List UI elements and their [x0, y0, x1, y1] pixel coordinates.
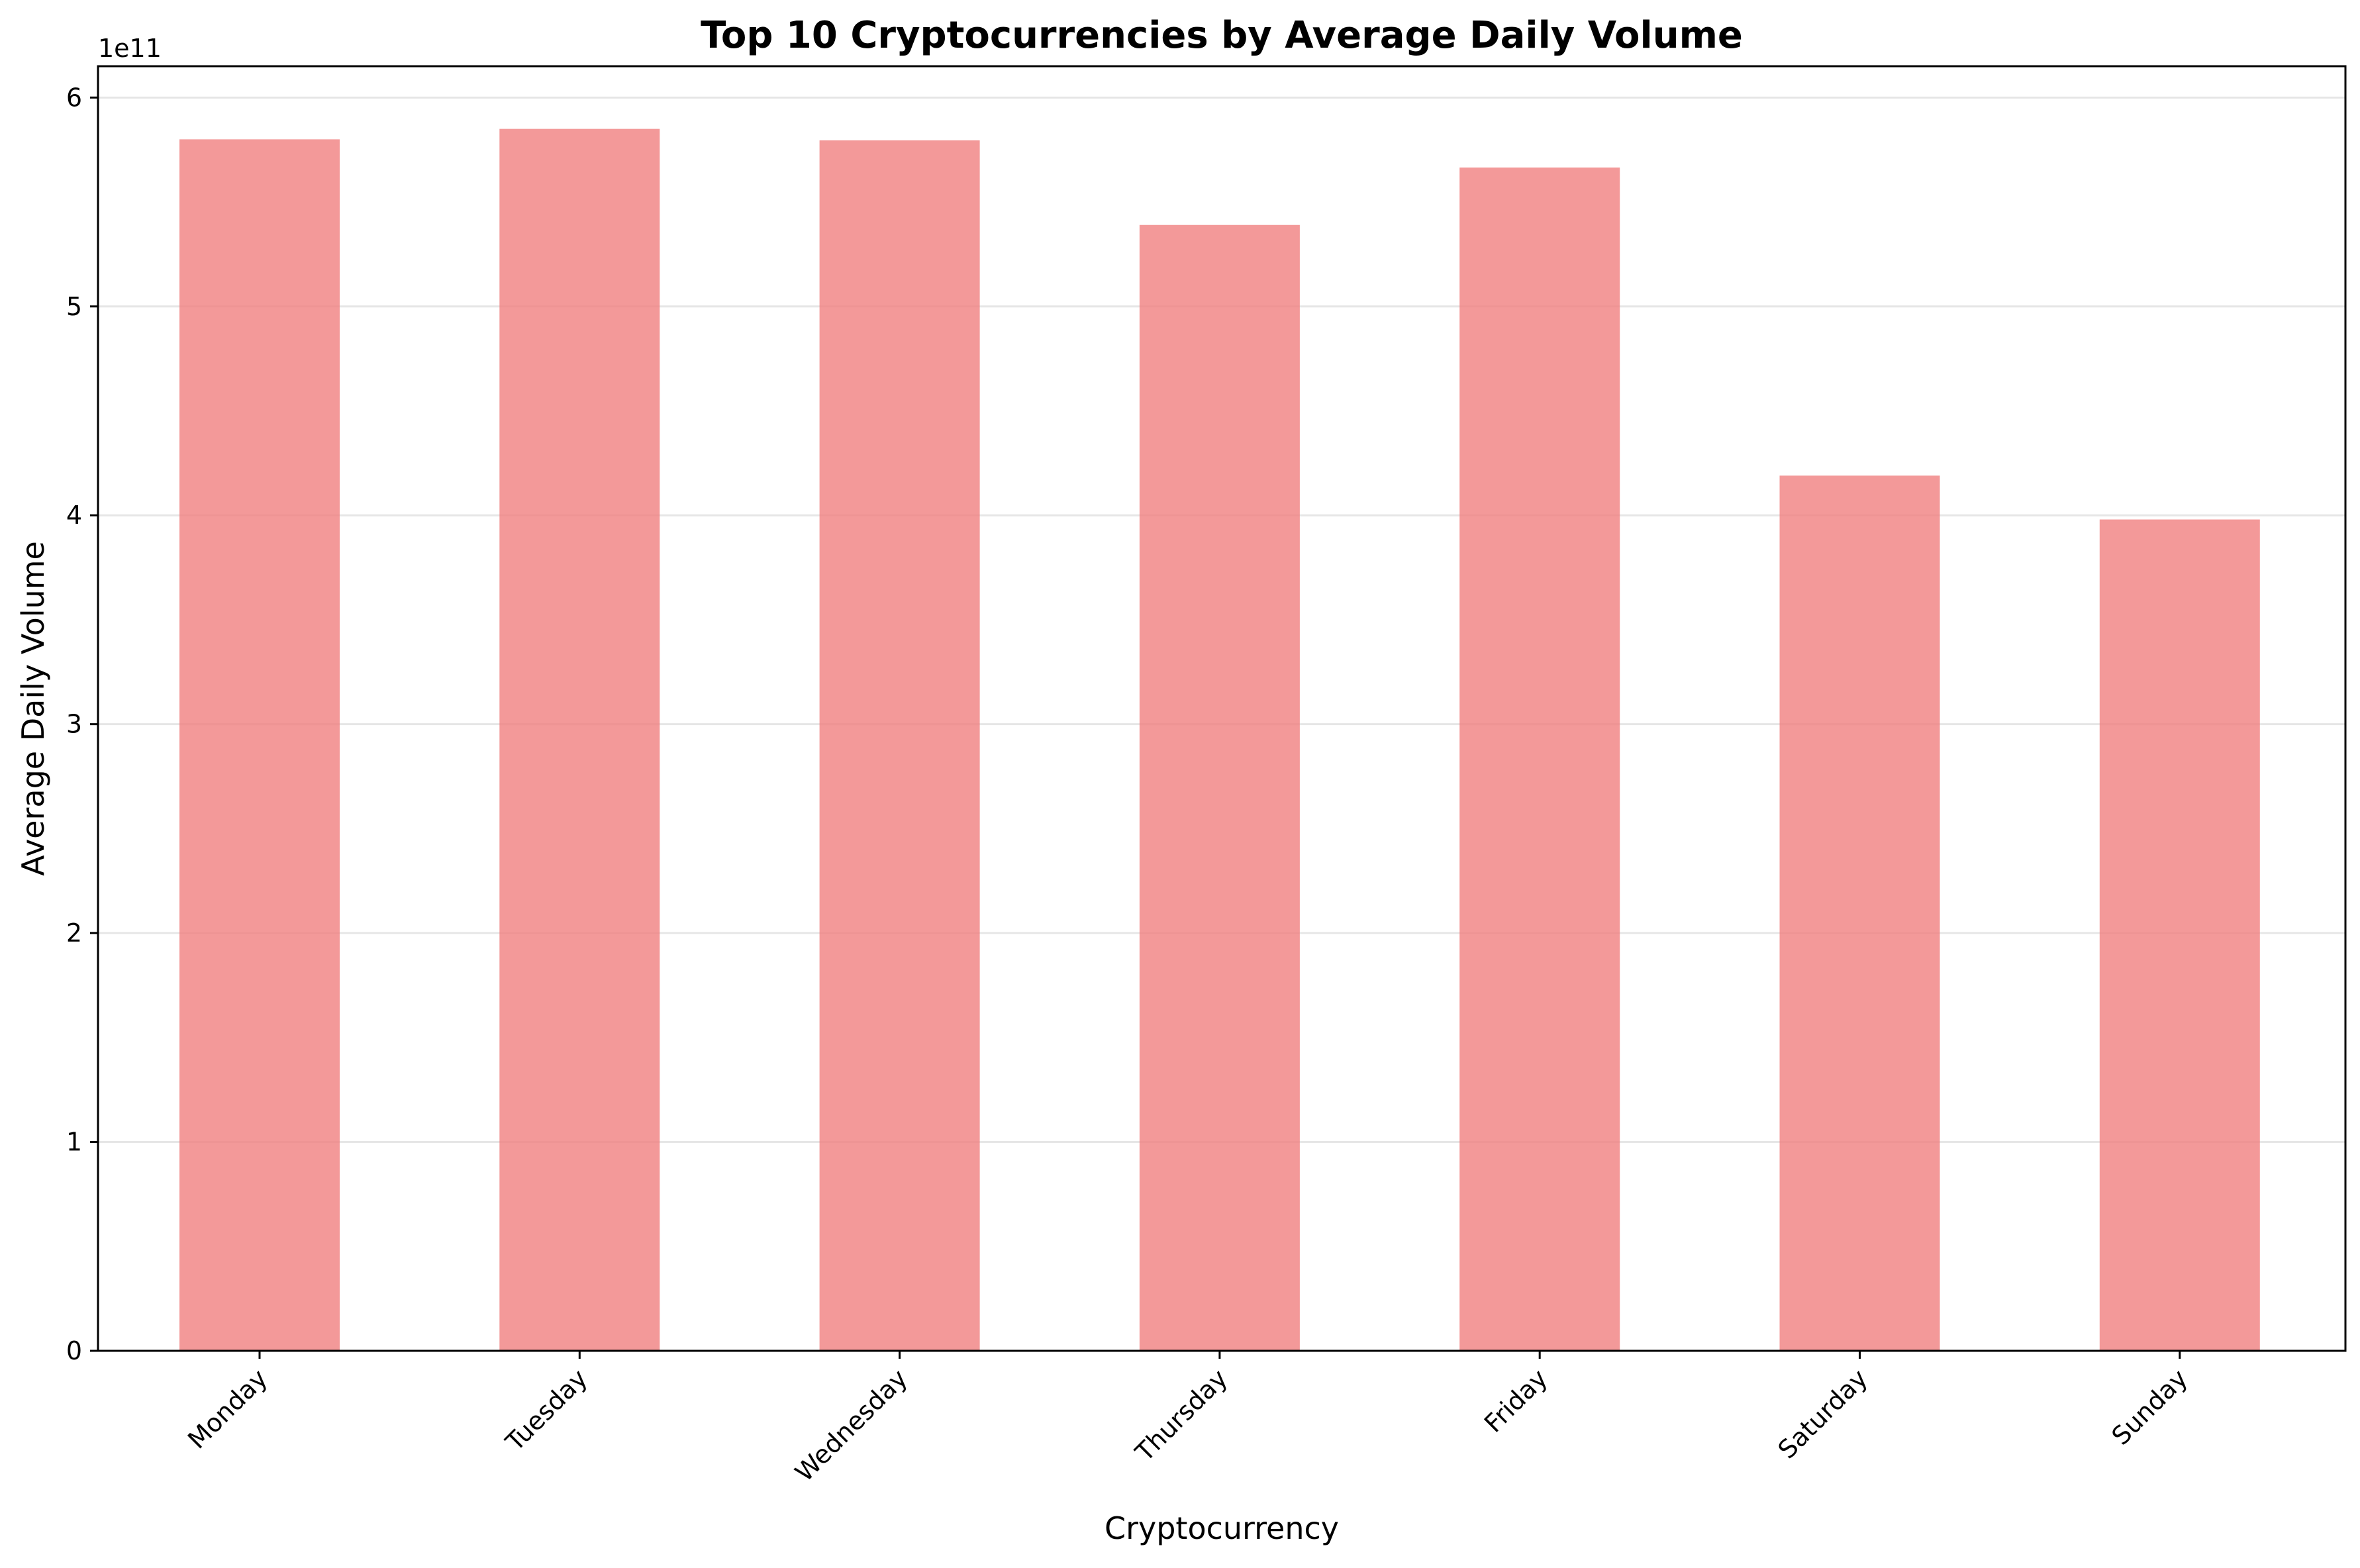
x-axis-label: Cryptocurrency	[1105, 1510, 1339, 1546]
bar-saturday	[1779, 475, 1940, 1351]
y-tick-label: 0	[66, 1336, 82, 1365]
y-tick-label: 4	[66, 501, 82, 530]
y-tick-label: 5	[66, 292, 82, 321]
bar-sunday	[2099, 519, 2260, 1351]
y-tick-label: 2	[66, 918, 82, 948]
y-axis-label: Average Daily Volume	[15, 541, 51, 876]
y-ticks: 0 1 2 3 4 5 6	[66, 83, 98, 1365]
bar-monday	[179, 139, 340, 1351]
chart-title: Top 10 Cryptocurrencies by Average Daily…	[701, 14, 1743, 57]
bar-thursday	[1139, 224, 1300, 1351]
plot-frame	[97, 65, 2347, 1352]
y-tick-label: 1	[66, 1128, 82, 1157]
y-tick-label: 6	[66, 83, 82, 112]
bar-tuesday	[499, 128, 660, 1351]
y-tick-label: 3	[66, 710, 82, 739]
bars	[179, 128, 2260, 1351]
y-axis-offset-label: 1e11	[98, 34, 162, 63]
bar-wednesday	[819, 140, 980, 1351]
bar-friday	[1459, 167, 1620, 1351]
